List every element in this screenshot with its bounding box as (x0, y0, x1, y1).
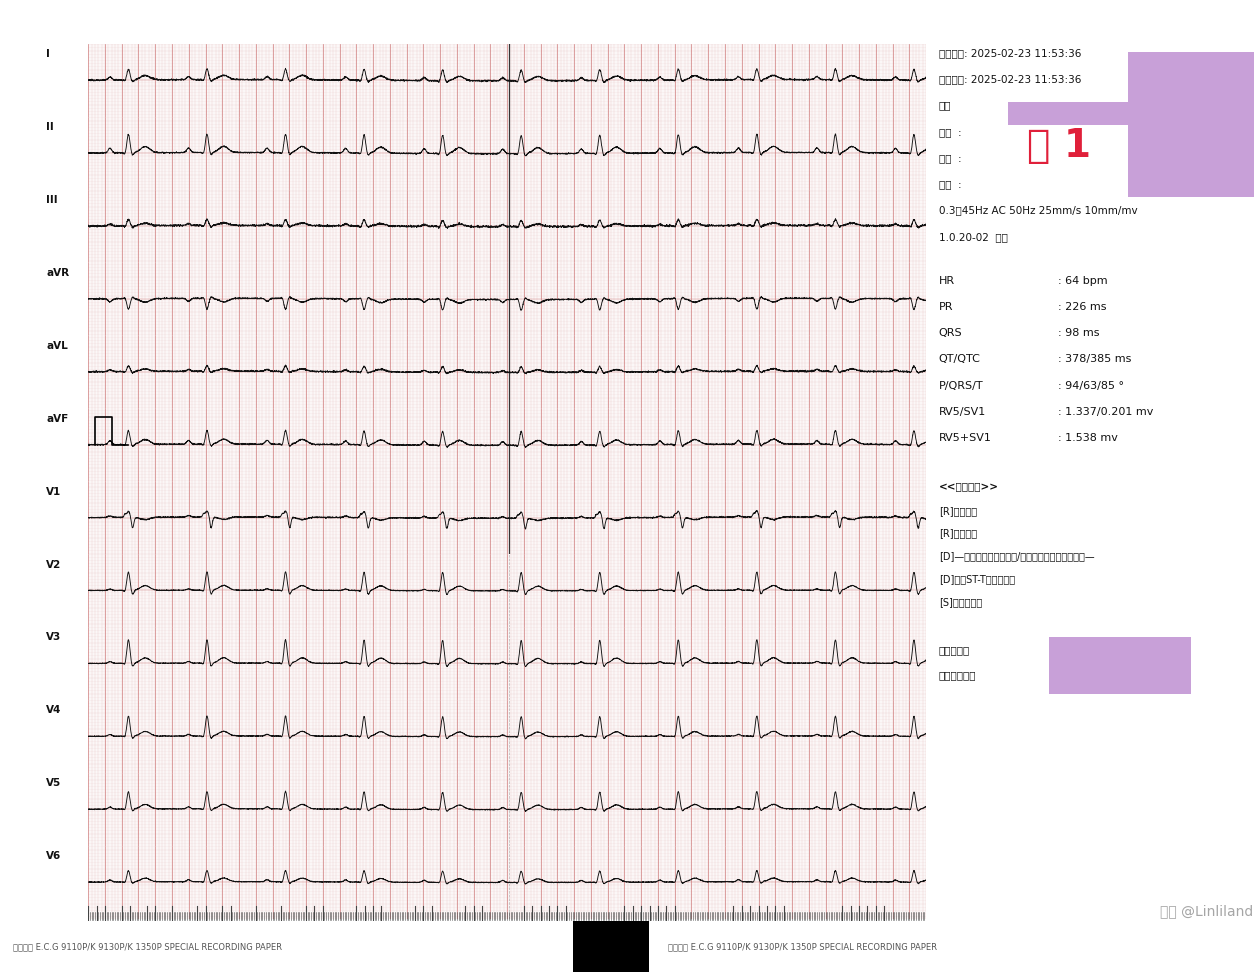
Text: : 64 bpm: : 64 bpm (1058, 276, 1108, 286)
Text: V5: V5 (47, 779, 62, 788)
Text: : 98 ms: : 98 ms (1058, 329, 1100, 338)
Text: 编号: 编号 (939, 101, 951, 111)
Text: 日本光电 E.C.G 9110P/K 9130P/K 1350P SPECIAL RECORDING PAPER: 日本光电 E.C.G 9110P/K 9130P/K 1350P SPECIAL… (13, 942, 281, 952)
Text: [D]—在不知道病人的性别/年龄情况下做的诊断结论—: [D]—在不知道病人的性别/年龄情况下做的诊断结论— (939, 551, 1095, 561)
Text: I: I (47, 50, 50, 59)
Text: 0.3～45Hz AC 50Hz 25mm/s 10mm/mv: 0.3～45Hz AC 50Hz 25mm/s 10mm/mv (939, 206, 1138, 216)
Text: P/QRS/T: P/QRS/T (939, 381, 983, 391)
Bar (1048, 637, 1191, 694)
Text: RV5/SV1: RV5/SV1 (939, 407, 987, 417)
Text: : 226 ms: : 226 ms (1058, 302, 1106, 312)
Text: QRS: QRS (939, 329, 963, 338)
Text: V2: V2 (47, 560, 62, 570)
Text: II: II (47, 122, 54, 132)
Text: 检查时间: 2025-02-23 11:53:36: 检查时间: 2025-02-23 11:53:36 (939, 48, 1081, 58)
Text: V3: V3 (47, 633, 62, 642)
Text: 年龄  :: 年龄 : (939, 180, 961, 190)
Text: V1: V1 (47, 487, 62, 497)
Text: [R]心房扑颤: [R]心房扑颤 (939, 505, 977, 515)
Text: V4: V4 (47, 706, 62, 715)
Text: : 1.538 mv: : 1.538 mv (1058, 434, 1119, 443)
Text: <<诊断结果>>: <<诊断结果>> (939, 481, 999, 491)
Text: 医师确认：: 医师确认： (939, 645, 970, 655)
Text: V6: V6 (47, 851, 62, 861)
FancyBboxPatch shape (1128, 52, 1254, 110)
Text: [D]偶发ST-T异常不明显: [D]偶发ST-T异常不明显 (939, 573, 1014, 584)
Text: HR: HR (939, 276, 955, 286)
Text: 注：需医师确: 注：需医师确 (939, 670, 977, 680)
Text: [R]室性早搏: [R]室性早搏 (939, 529, 977, 538)
Text: : 94/63/85 °: : 94/63/85 ° (1058, 381, 1124, 391)
Text: aVR: aVR (47, 268, 69, 278)
Bar (573, 921, 649, 972)
Text: 头条 @Linliland: 头条 @Linliland (1160, 905, 1254, 919)
Text: RV5+SV1: RV5+SV1 (939, 434, 992, 443)
Text: aVF: aVF (47, 414, 68, 424)
Text: [S]异常心电图: [S]异常心电图 (939, 597, 982, 607)
Text: III: III (47, 195, 58, 205)
Text: 打印时间: 2025-02-23 11:53:36: 打印时间: 2025-02-23 11:53:36 (939, 75, 1081, 85)
FancyBboxPatch shape (1128, 110, 1254, 196)
Text: aVL: aVL (47, 341, 68, 351)
Text: 1.0.20-02  同步: 1.0.20-02 同步 (939, 232, 1008, 242)
Text: PR: PR (939, 302, 954, 312)
Text: QT/QTC: QT/QTC (939, 355, 980, 364)
Text: : 1.337/0.201 mv: : 1.337/0.201 mv (1058, 407, 1154, 417)
Bar (1008, 102, 1182, 125)
Text: : 378/385 ms: : 378/385 ms (1058, 355, 1131, 364)
Text: 日本光电 E.C.G 9110P/K 9130P/K 1350P SPECIAL RECORDING PAPER: 日本光电 E.C.G 9110P/K 9130P/K 1350P SPECIAL… (668, 942, 936, 952)
Text: 姓名  :: 姓名 : (939, 127, 961, 137)
Text: 图 1: 图 1 (1027, 127, 1091, 165)
Text: 性别  :: 性别 : (939, 154, 961, 163)
